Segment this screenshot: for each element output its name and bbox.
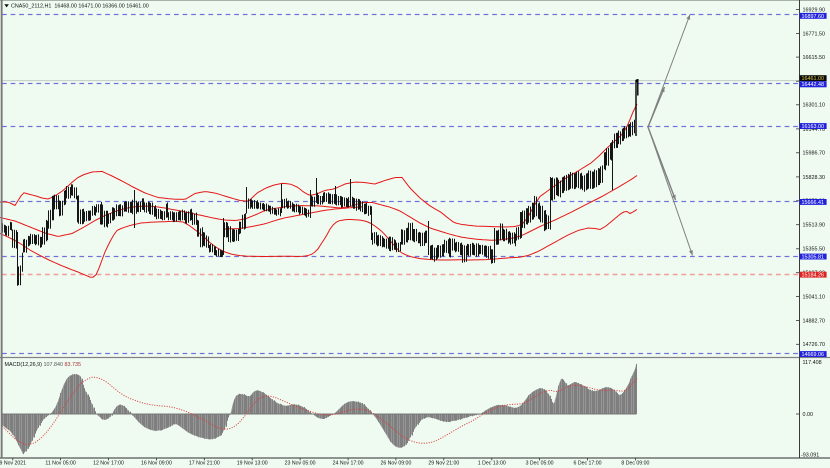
svg-text:9 Nov 2021: 9 Nov 2021 bbox=[0, 461, 26, 467]
svg-text:11 Nov 05:00: 11 Nov 05:00 bbox=[45, 461, 76, 467]
svg-text:1 Dec 13:00: 1 Dec 13:00 bbox=[478, 461, 506, 467]
svg-text:23 Nov 05:00: 23 Nov 05:00 bbox=[285, 461, 316, 467]
svg-text:15986.70: 15986.70 bbox=[803, 151, 825, 157]
svg-text:15184.26: 15184.26 bbox=[802, 273, 824, 279]
svg-text:16442.48: 16442.48 bbox=[802, 82, 824, 88]
svg-text:3 Dec 05:00: 3 Dec 05:00 bbox=[526, 461, 554, 467]
svg-text:15305.81: 15305.81 bbox=[802, 254, 824, 260]
svg-text:15666.41: 15666.41 bbox=[802, 200, 824, 206]
svg-text:15828.30: 15828.30 bbox=[803, 175, 825, 181]
svg-text:16 Nov 09:00: 16 Nov 09:00 bbox=[141, 461, 172, 467]
svg-text:-93.091: -93.091 bbox=[801, 453, 819, 459]
svg-text:8 Dec 09:00: 8 Dec 09:00 bbox=[621, 461, 649, 467]
svg-text:16144.70: 16144.70 bbox=[803, 127, 825, 133]
svg-text:16929.90: 16929.90 bbox=[803, 7, 825, 13]
svg-text:16615.50: 16615.50 bbox=[803, 55, 825, 61]
svg-text:CNA50_2112,H1 16468.00 16471.: CNA50_2112,H1 16468.00 16471.00 16366.00… bbox=[11, 4, 149, 10]
svg-text:15041.10: 15041.10 bbox=[803, 294, 825, 300]
svg-text:15355.50: 15355.50 bbox=[803, 247, 825, 253]
svg-text:16771.50: 16771.50 bbox=[803, 31, 825, 37]
svg-text:24 Nov 17:00: 24 Nov 17:00 bbox=[333, 461, 364, 467]
svg-text:12 Nov 17:00: 12 Nov 17:00 bbox=[93, 461, 124, 467]
svg-text:17 Nov 21:00: 17 Nov 21:00 bbox=[189, 461, 220, 467]
svg-text:0.00: 0.00 bbox=[803, 412, 814, 418]
svg-text:16897.60: 16897.60 bbox=[802, 14, 824, 20]
svg-text:14669.06: 14669.06 bbox=[802, 352, 824, 358]
svg-text:14726.70: 14726.70 bbox=[803, 342, 825, 348]
svg-text:6 Dec 17:00: 6 Dec 17:00 bbox=[574, 461, 602, 467]
svg-text:19 Nov 13:00: 19 Nov 13:00 bbox=[237, 461, 268, 467]
svg-text:117.408: 117.408 bbox=[803, 360, 822, 366]
svg-text:16461.00: 16461.00 bbox=[802, 76, 824, 82]
svg-text:29 Nov 21:00: 29 Nov 21:00 bbox=[428, 461, 459, 467]
svg-text:16163.00: 16163.00 bbox=[802, 124, 824, 130]
svg-text:26 Nov 09:00: 26 Nov 09:00 bbox=[380, 461, 411, 467]
svg-text:15513.90: 15513.90 bbox=[803, 223, 825, 229]
svg-text:14882.70: 14882.70 bbox=[803, 319, 825, 325]
svg-text:16301.10: 16301.10 bbox=[803, 103, 825, 109]
svg-text:MACD(12,26,9) 107.840 83.735: MACD(12,26,9) 107.840 83.735 bbox=[5, 362, 81, 368]
